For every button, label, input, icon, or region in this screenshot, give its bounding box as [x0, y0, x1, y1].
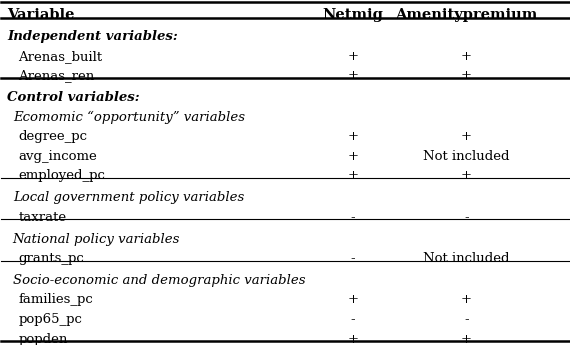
Text: +: + [461, 333, 472, 345]
Text: +: + [461, 69, 472, 82]
Text: avg_income: avg_income [18, 150, 97, 163]
Text: employed_pc: employed_pc [18, 169, 105, 182]
Text: National policy variables: National policy variables [13, 233, 180, 246]
Text: -: - [351, 211, 355, 224]
Text: +: + [461, 130, 472, 143]
Text: +: + [461, 50, 472, 63]
Text: Arenas_built: Arenas_built [18, 50, 103, 63]
Text: +: + [461, 294, 472, 306]
Text: taxrate: taxrate [18, 211, 67, 224]
Text: +: + [348, 130, 359, 143]
Text: Not included: Not included [424, 252, 510, 265]
Text: +: + [348, 169, 359, 182]
Text: -: - [351, 313, 355, 326]
Text: +: + [348, 294, 359, 306]
Text: Ecomomic “opportunity” variables: Ecomomic “opportunity” variables [13, 111, 245, 124]
Text: Variable: Variable [7, 8, 75, 22]
Text: +: + [461, 169, 472, 182]
Text: Socio-economic and demographic variables: Socio-economic and demographic variables [13, 274, 305, 287]
Text: +: + [348, 50, 359, 63]
Text: Local government policy variables: Local government policy variables [13, 191, 244, 204]
Text: +: + [348, 69, 359, 82]
Text: -: - [464, 313, 469, 326]
Text: Arenas_ren: Arenas_ren [18, 69, 95, 82]
Text: +: + [348, 333, 359, 345]
Text: Amenitypremium: Amenitypremium [396, 8, 538, 22]
Text: degree_pc: degree_pc [18, 130, 87, 143]
Text: grants_pc: grants_pc [18, 252, 84, 265]
Text: Netmig: Netmig [323, 8, 384, 22]
Text: pop65_pc: pop65_pc [18, 313, 82, 326]
Text: Control variables:: Control variables: [7, 91, 140, 104]
Text: -: - [464, 211, 469, 224]
Text: popden: popden [18, 333, 68, 345]
Text: +: + [348, 150, 359, 163]
Text: -: - [351, 252, 355, 265]
Text: families_pc: families_pc [18, 294, 93, 306]
Text: Independent variables:: Independent variables: [7, 30, 178, 43]
Text: Not included: Not included [424, 150, 510, 163]
